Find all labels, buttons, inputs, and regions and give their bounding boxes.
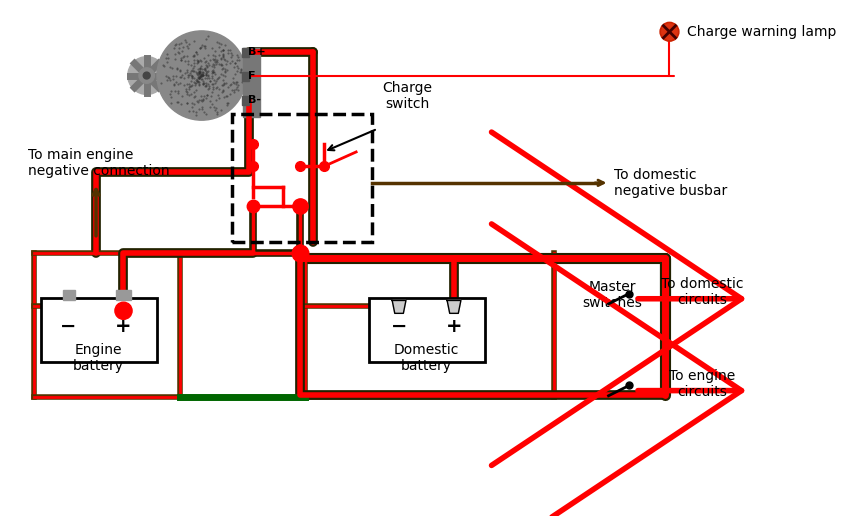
Circle shape	[139, 68, 154, 83]
Circle shape	[662, 24, 677, 40]
Bar	[243, 48, 260, 117]
Bar	[231, 114, 372, 242]
Text: B+: B+	[248, 47, 266, 57]
Text: B-: B-	[248, 95, 261, 105]
Text: To domestic
circuits: To domestic circuits	[661, 277, 743, 308]
Circle shape	[115, 302, 132, 319]
Text: Charge
switch: Charge switch	[382, 81, 432, 111]
Circle shape	[660, 22, 679, 41]
Text: −: −	[391, 317, 407, 336]
Circle shape	[157, 31, 246, 120]
Text: To main engine
negative connection: To main engine negative connection	[28, 148, 170, 178]
Bar	[116, 290, 131, 300]
Text: Charge warning lamp: Charge warning lamp	[687, 25, 836, 39]
Text: Domestic
battery: Domestic battery	[394, 343, 459, 373]
Circle shape	[128, 57, 166, 94]
Bar	[62, 290, 74, 300]
Bar	[242, 72, 249, 80]
Text: +: +	[116, 317, 132, 336]
Bar	[242, 48, 249, 57]
Bar	[369, 298, 485, 362]
Bar	[242, 96, 249, 105]
Polygon shape	[392, 300, 406, 313]
Polygon shape	[447, 300, 461, 313]
Bar	[41, 298, 157, 362]
Circle shape	[143, 72, 150, 79]
Text: To engine
circuits: To engine circuits	[669, 369, 735, 399]
Text: +: +	[446, 317, 463, 336]
Text: Master
switches: Master switches	[582, 280, 642, 310]
Text: −: −	[60, 317, 77, 336]
Text: F: F	[248, 71, 255, 82]
Text: Engine
battery: Engine battery	[73, 343, 124, 373]
Text: To domestic
negative busbar: To domestic negative busbar	[614, 168, 727, 198]
